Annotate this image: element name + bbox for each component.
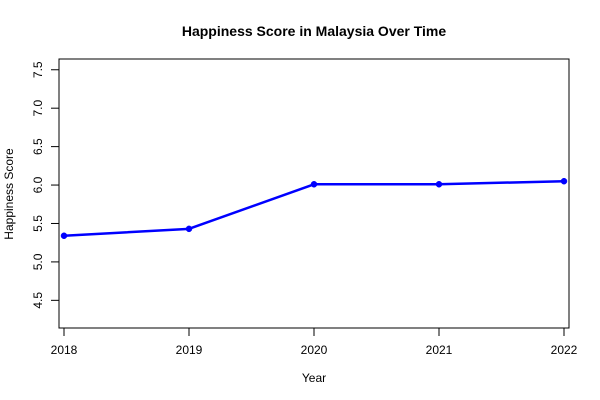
x-tick-label: 2018 (51, 343, 78, 357)
x-axis-label: Year (302, 371, 326, 385)
data-point (435, 181, 443, 188)
chart-title: Happiness Score in Malaysia Over Time (182, 23, 447, 39)
data-point (310, 181, 318, 188)
y-axis-label: Happiness Score (2, 148, 16, 240)
plot-frame (58, 58, 570, 329)
y-tick-label: 5.5 (31, 215, 45, 232)
y-axis: 4.5 5.0 5.5 6.0 6.5 7.0 7.5 (31, 61, 60, 309)
data-point (60, 232, 68, 240)
y-tick-label: 5.0 (31, 253, 45, 270)
x-tick-label: 2019 (176, 343, 203, 357)
series-line (62, 179, 566, 238)
series-layer (60, 177, 568, 240)
y-tick-label: 7.5 (31, 61, 45, 78)
y-tick-label: 4.5 (31, 292, 45, 309)
plot-area (58, 58, 570, 329)
x-tick-label: 2020 (301, 343, 328, 357)
x-tick-label: 2021 (426, 343, 453, 357)
y-tick-label: 7.0 (31, 100, 45, 117)
y-tick-label: 6.5 (31, 138, 45, 155)
y-tick-label: 6.0 (31, 176, 45, 193)
x-tick-label: 2022 (551, 343, 578, 357)
data-point (185, 225, 193, 233)
x-axis: 2018 2019 2020 2021 2022 (51, 327, 578, 357)
data-point (560, 177, 568, 185)
